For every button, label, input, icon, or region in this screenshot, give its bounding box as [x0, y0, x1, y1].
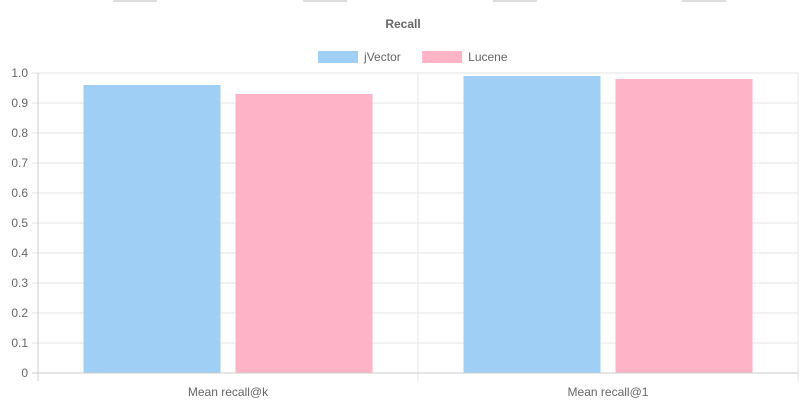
- legend-item-jvector[interactable]: jVector: [318, 50, 401, 64]
- y-tick-label: 0.9: [11, 96, 28, 110]
- chart-title: Recall: [385, 17, 420, 31]
- y-axis-ticks: 0 0.1 0.2 0.3 0.4 0.5 0.6 0.7 0.8 0.9 1.0: [11, 66, 28, 380]
- legend-swatch-jvector: [318, 51, 359, 63]
- legend: jVector Lucene: [318, 50, 508, 64]
- bars: [83, 76, 753, 373]
- bar-jvector-1: [463, 76, 601, 373]
- legend-swatch-lucene: [422, 51, 463, 63]
- x-tick-label: Mean recall@1: [568, 385, 649, 399]
- y-tick-label: 1.0: [11, 66, 28, 80]
- axes: [32, 73, 798, 381]
- y-tick-label: 0.7: [11, 156, 28, 170]
- y-tick-label: 0.2: [11, 306, 28, 320]
- y-tick-label: 0.8: [11, 126, 28, 140]
- cutoff-previous-chart-labels: [113, 0, 726, 2]
- legend-label-jvector: jVector: [363, 50, 401, 64]
- bar-jvector-0: [83, 85, 221, 373]
- y-tick-label: 0.3: [11, 276, 28, 290]
- cutoff-label-remnant-0: [113, 0, 157, 2]
- cutoff-label-remnant-3: [682, 0, 726, 2]
- x-tick-label: Mean recall@k: [188, 385, 269, 399]
- y-tick-label: 0.6: [11, 186, 28, 200]
- y-tick-label: 0.5: [11, 216, 28, 230]
- y-tick-label: 0.4: [11, 246, 28, 260]
- legend-item-lucene[interactable]: Lucene: [422, 50, 508, 64]
- cutoff-label-remnant-2: [493, 0, 537, 2]
- y-tick-label: 0: [21, 366, 28, 380]
- cutoff-label-remnant-1: [303, 0, 347, 2]
- y-tick-label: 0.1: [11, 336, 28, 350]
- bar-lucene-0: [235, 94, 373, 373]
- legend-label-lucene: Lucene: [468, 50, 508, 64]
- bar-lucene-1: [615, 79, 753, 373]
- x-axis-ticks: Mean recall@k Mean recall@1: [188, 385, 649, 399]
